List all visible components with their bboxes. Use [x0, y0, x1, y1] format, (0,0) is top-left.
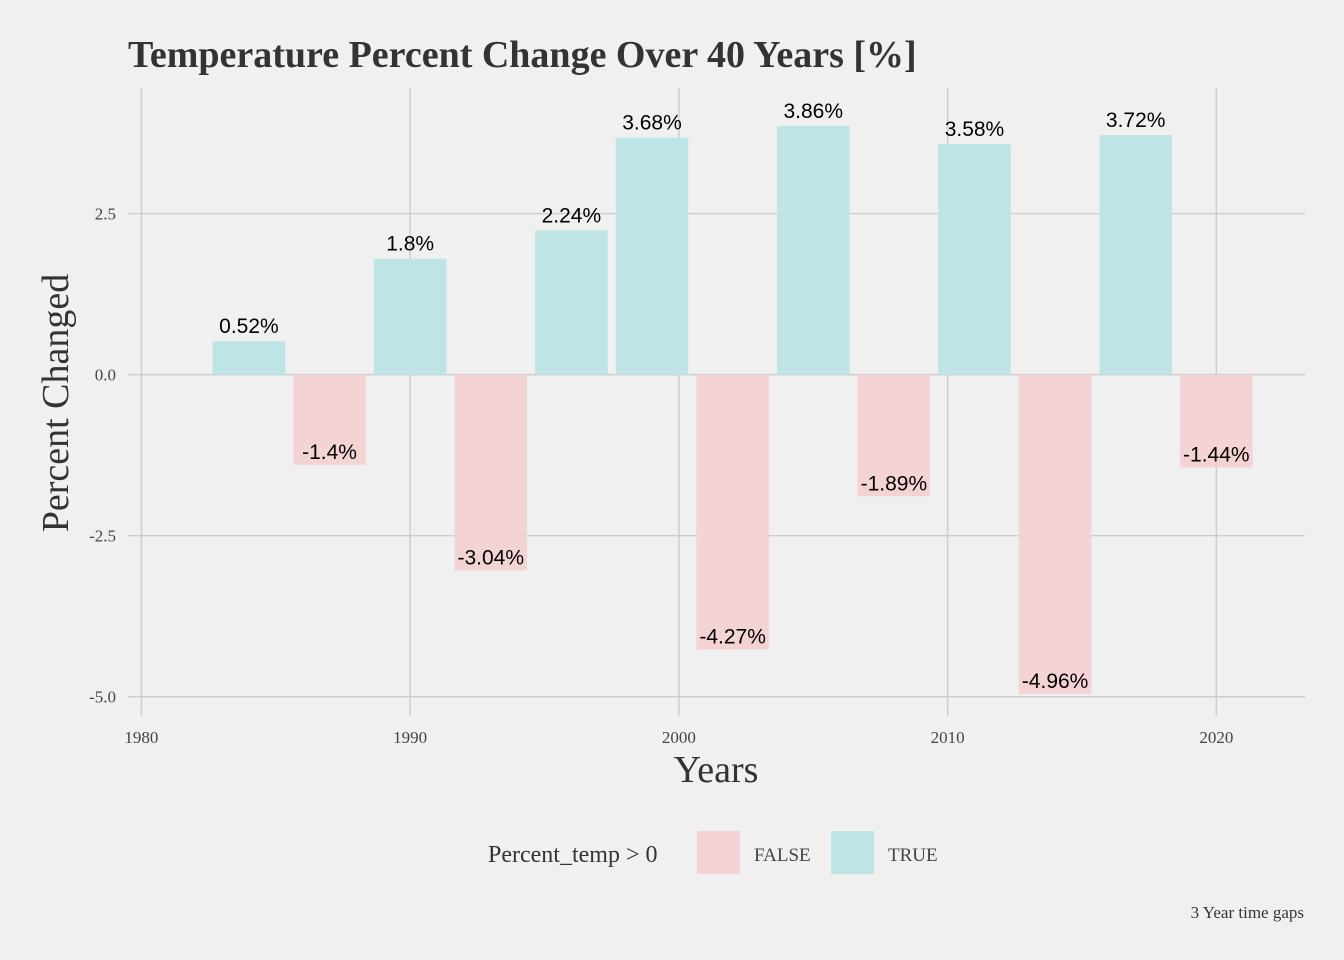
bar [293, 374, 366, 465]
y-tick-label: -2.5 [89, 527, 116, 546]
bar [535, 230, 608, 375]
data-label: -4.96% [1022, 670, 1089, 693]
bar [1018, 374, 1092, 695]
data-label: -1.44% [1183, 443, 1250, 466]
y-axis-ticks: -5.0 -2.5 0.0 2.5 [89, 205, 116, 707]
data-label: -3.04% [458, 546, 525, 569]
bar [454, 374, 528, 571]
data-label: 0.52% [219, 315, 279, 338]
y-tick-label: -5.0 [89, 688, 116, 707]
data-label: 3.72% [1106, 109, 1166, 132]
bar [615, 137, 689, 375]
chart-title: Temperature Percent Change Over 40 Years… [128, 34, 917, 76]
bar [1099, 135, 1172, 375]
bars [212, 126, 1253, 695]
bar [696, 374, 769, 650]
legend-label-false: FALSE [754, 845, 811, 866]
data-label: -1.4% [302, 441, 357, 464]
y-axis-title: Percent Changed [35, 274, 77, 533]
bar [857, 374, 931, 497]
bar [776, 126, 850, 375]
x-axis-ticks: 1980 1990 2000 2010 2020 [124, 728, 1233, 747]
data-label: 1.8% [386, 233, 434, 256]
legend-key-true [831, 831, 874, 874]
x-axis-title: Years [674, 749, 759, 791]
x-tick-label: 1990 [393, 728, 427, 747]
legend-title: Percent_temp > 0 [488, 842, 658, 868]
bar [212, 341, 286, 375]
bar [373, 258, 447, 375]
x-tick-label: 2000 [662, 728, 696, 747]
y-tick-label: 0.0 [95, 366, 116, 385]
data-label: -1.89% [861, 472, 928, 495]
data-label: 2.24% [542, 204, 602, 227]
caption: 3 Year time gaps [1191, 903, 1304, 922]
x-tick-label: 2010 [931, 728, 965, 747]
bar [1180, 374, 1253, 468]
x-tick-label: 1980 [124, 728, 158, 747]
bar [938, 144, 1011, 375]
x-tick-label: 2020 [1199, 728, 1233, 747]
data-label: 3.86% [783, 100, 843, 123]
data-label: -4.27% [699, 626, 766, 649]
y-tick-label: 2.5 [95, 205, 116, 224]
data-label: 3.58% [945, 118, 1005, 141]
legend-label-true: TRUE [888, 845, 938, 866]
data-labels: 0.52% -1.4% 1.8% -3.04% 2.24% 3.68% -4.27% 3.86… [219, 100, 1249, 693]
legend-key-false [697, 831, 740, 874]
data-label: 3.68% [622, 112, 682, 135]
legend: Percent_temp > 0 FALSE TRUE [488, 831, 938, 874]
